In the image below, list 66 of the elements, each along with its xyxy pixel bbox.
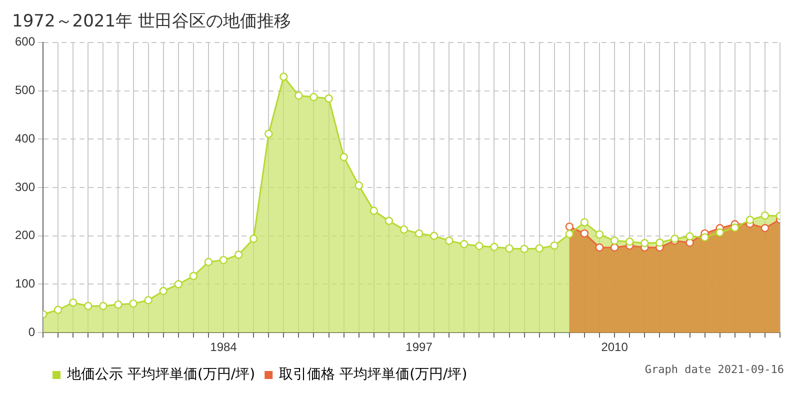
point bbox=[174, 280, 182, 288]
x-tick-label: 1984 bbox=[210, 340, 238, 354]
point bbox=[129, 299, 138, 308]
point bbox=[144, 296, 152, 304]
point bbox=[340, 152, 348, 162]
point bbox=[445, 236, 454, 245]
text: Graph date 2021-09-16 bbox=[644, 362, 784, 376]
point bbox=[595, 243, 604, 252]
legend-label: 地価公示 平均坪単価(万円/坪) bbox=[66, 366, 256, 383]
point bbox=[249, 234, 258, 243]
point bbox=[280, 72, 288, 81]
point bbox=[640, 239, 649, 248]
y-tick-label: 300 bbox=[14, 180, 36, 194]
point bbox=[700, 233, 709, 242]
point bbox=[565, 230, 574, 238]
point bbox=[310, 92, 318, 102]
point bbox=[370, 206, 378, 215]
point bbox=[610, 236, 619, 245]
point bbox=[159, 286, 168, 296]
x-tick-label: 2010 bbox=[601, 340, 628, 354]
point bbox=[414, 229, 424, 238]
point bbox=[219, 256, 228, 264]
point bbox=[189, 272, 198, 280]
legend-label: 取引価格 平均坪単価(万円/坪) bbox=[279, 366, 468, 383]
point bbox=[490, 242, 498, 252]
x-tick-label: 1997 bbox=[406, 340, 433, 354]
point bbox=[746, 216, 754, 224]
point bbox=[656, 238, 664, 247]
point bbox=[460, 240, 468, 248]
y-tick-label: 100 bbox=[14, 276, 36, 291]
point bbox=[760, 224, 770, 232]
point bbox=[625, 238, 634, 246]
point bbox=[384, 216, 394, 225]
point bbox=[204, 258, 213, 266]
point bbox=[535, 244, 544, 253]
point bbox=[760, 211, 770, 220]
point bbox=[430, 232, 438, 240]
y-tick-label: 600 bbox=[14, 34, 36, 49]
point bbox=[69, 298, 78, 307]
point bbox=[234, 250, 243, 259]
y-tick-label: 500 bbox=[14, 83, 36, 98]
point bbox=[114, 300, 122, 309]
y-tick-label: 400 bbox=[14, 131, 36, 146]
point bbox=[475, 242, 484, 250]
point bbox=[400, 225, 408, 234]
point bbox=[550, 241, 558, 250]
point bbox=[294, 92, 303, 100]
point bbox=[324, 94, 333, 103]
chart-title: 1972～2021年 世田谷区の地価推移 bbox=[12, 12, 291, 32]
y-tick-label: 200 bbox=[14, 228, 36, 242]
point bbox=[54, 306, 62, 314]
point bbox=[580, 218, 589, 226]
point bbox=[580, 229, 589, 238]
point bbox=[730, 224, 739, 232]
point bbox=[84, 302, 92, 310]
point bbox=[610, 243, 619, 252]
point bbox=[520, 244, 528, 254]
point bbox=[686, 232, 694, 240]
point bbox=[264, 130, 273, 138]
point bbox=[595, 230, 604, 239]
point bbox=[716, 228, 724, 237]
point bbox=[99, 302, 108, 310]
point bbox=[354, 181, 363, 190]
point bbox=[505, 244, 514, 253]
y-tick-label: 0 bbox=[28, 324, 36, 339]
point bbox=[565, 222, 574, 231]
